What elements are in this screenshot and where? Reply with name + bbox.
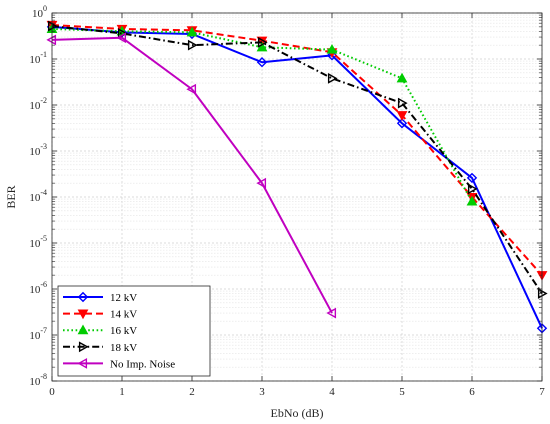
series-line-18-kv [51, 25, 543, 295]
data-point-18-kv [467, 183, 478, 195]
series-line-no-imp-noise [51, 36, 333, 314]
legend-label-14-kv: 14 kV [110, 309, 137, 321]
legend-item-14-kv: 14 kV [63, 309, 137, 321]
legend-label-16-kv: 16 kV [110, 325, 137, 337]
data-point-no-imp-noise [186, 83, 197, 95]
legend-item-16-kv: 16 kV [63, 324, 137, 337]
legend-label-18-kv: 18 kV [110, 342, 137, 354]
legend: 12 kV 14 kV 16 kV 18 kV No Imp. Noise [57, 285, 211, 377]
legend-item-18-kv: 18 kV [63, 341, 137, 354]
y-axis-label: BER [4, 185, 18, 208]
x-tick-label: 1 [119, 386, 125, 398]
series-line-14-kv [51, 23, 543, 276]
data-point-18-kv [327, 72, 338, 84]
x-tick-labels: 0 1 2 3 4 5 6 7 [49, 386, 545, 398]
data-point-18-kv [187, 39, 198, 51]
x-tick-label: 4 [329, 386, 335, 398]
legend-marker-16-kv [77, 324, 89, 335]
legend-marker-14-kv [77, 309, 89, 320]
series-line-12-kv [51, 25, 543, 329]
tick-layer [51, 12, 543, 382]
series-layer [46, 20, 548, 334]
series-no-imp-noise [46, 32, 337, 319]
data-point-no-imp-noise [116, 32, 127, 44]
data-point-16-kv [326, 43, 338, 54]
data-point-16-kv [256, 41, 268, 52]
series-18-kv [47, 20, 548, 299]
data-point-14-kv [396, 111, 408, 121]
data-point-18-kv [537, 288, 548, 299]
data-point-12-kv [396, 118, 408, 129]
data-point-18-kv [257, 36, 268, 48]
data-point-12-kv [466, 172, 478, 184]
legend-marker-18-kv [78, 341, 89, 353]
legend-label-no-imp-noise: No Imp. Noise [110, 358, 175, 370]
x-axis-label: EbNo (dB) [271, 406, 324, 420]
x-tick-label: 0 [49, 386, 55, 398]
data-point-16-kv [466, 195, 478, 206]
legend-item-no-imp-noise: No Imp. Noise [63, 358, 175, 370]
legend-item-12-kv: 12 kV [63, 291, 137, 304]
x-tick-label: 3 [259, 386, 265, 398]
data-point-18-kv [397, 97, 408, 109]
data-point-18-kv [47, 20, 58, 32]
data-point-16-kv [186, 26, 198, 37]
legend-marker-no-imp-noise [77, 358, 88, 369]
x-tick-label: 2 [189, 386, 195, 398]
legend-label-12-kv: 12 kV [110, 292, 137, 304]
data-point-no-imp-noise [256, 177, 267, 189]
x-tick-label: 6 [469, 386, 475, 398]
data-point-12-kv [256, 57, 268, 68]
x-tick-label: 5 [399, 386, 405, 398]
data-point-no-imp-noise [46, 34, 57, 46]
data-point-16-kv [396, 72, 408, 83]
data-point-12-kv [326, 50, 338, 61]
x-tick-label: 7 [539, 386, 545, 398]
data-point-no-imp-noise [326, 307, 337, 319]
series-16-kv [46, 23, 478, 206]
legend-marker-12-kv [77, 291, 89, 303]
